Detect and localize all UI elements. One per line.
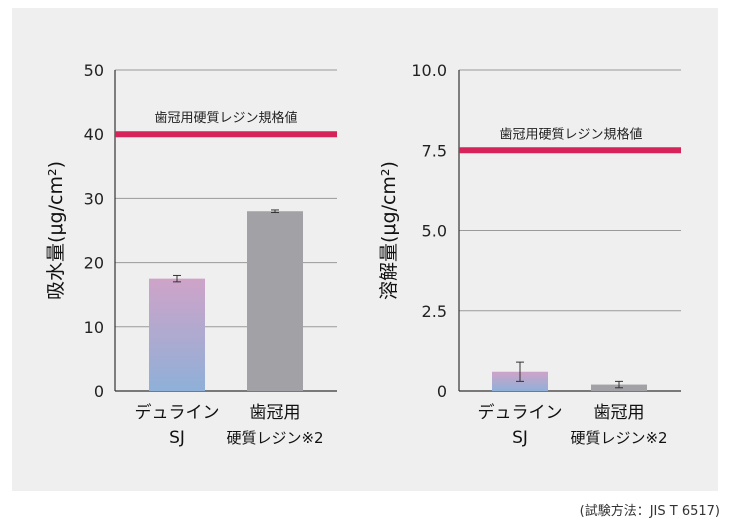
y-axis-label: 吸水量(μg/cm²) bbox=[45, 161, 67, 300]
bar bbox=[247, 211, 303, 391]
reference-label: 歯冠用硬質レジン規格値 bbox=[499, 126, 642, 142]
y-tick-label: 10 bbox=[84, 318, 104, 337]
bar bbox=[149, 278, 205, 391]
chart-panel bbox=[12, 8, 718, 491]
y-tick-label: 30 bbox=[84, 189, 104, 208]
y-tick-label: 10.0 bbox=[411, 61, 447, 80]
chart-1: 0 10 20 30 40 50 吸水量(μg/cm²) デュライン SJ 歯冠用硬質レジン※2 歯… bbox=[45, 61, 337, 448]
x-category-label: SJ bbox=[512, 428, 528, 448]
y-tick-label: 50 bbox=[84, 61, 104, 80]
x-category-label: 歯冠用 bbox=[594, 403, 645, 423]
reference-label: 歯冠用硬質レジン規格値 bbox=[154, 110, 297, 126]
x-category-label: デュライン bbox=[478, 402, 563, 423]
y-tick-label: 0 bbox=[437, 382, 447, 401]
y-tick-label: 40 bbox=[84, 125, 104, 144]
y-tick-label: 5.0 bbox=[422, 222, 447, 241]
x-category-label: 硬質レジン※2 bbox=[226, 429, 323, 447]
y-axis-label: 溶解量(μg/cm²) bbox=[378, 161, 400, 300]
y-tick-label: 20 bbox=[84, 254, 104, 273]
footnote: (試験方法：JIS T 6517) bbox=[579, 504, 720, 519]
x-category-label: デュライン bbox=[135, 402, 220, 423]
x-category-label: 歯冠用 bbox=[250, 403, 301, 423]
y-tick-label: 7.5 bbox=[422, 141, 447, 160]
x-category-label: SJ bbox=[169, 428, 185, 448]
y-tick-label: 2.5 bbox=[422, 302, 447, 321]
chart-2: 02.55.07.510.0溶解量(μg/cm²)デュラインSJ歯冠用硬質レジン… bbox=[378, 61, 681, 448]
y-tick-label: 0 bbox=[94, 382, 104, 401]
x-category-label: 硬質レジン※2 bbox=[570, 429, 667, 447]
